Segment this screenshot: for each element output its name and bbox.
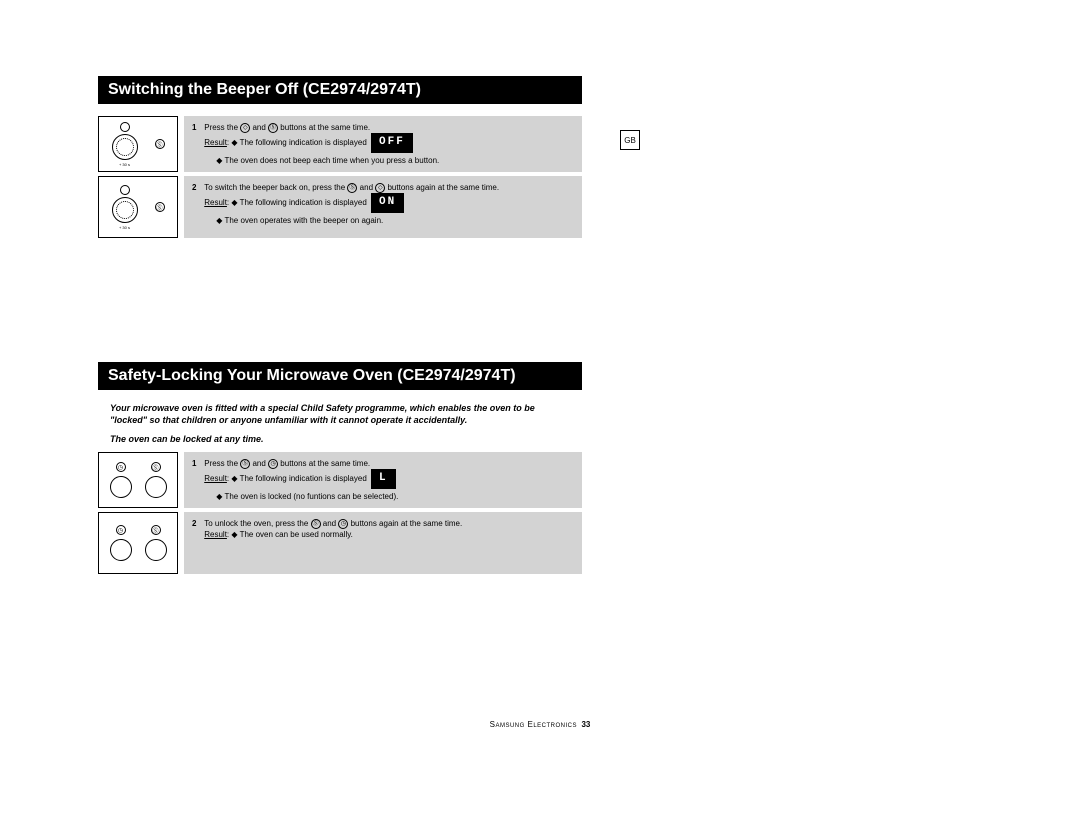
step-bullet: ◆ The oven operates with the beeper on a… — [204, 215, 572, 226]
section2-title: Safety-Locking Your Microwave Oven (CE29… — [98, 362, 582, 390]
dial-label: + 30 s — [119, 225, 130, 230]
manual-page: Switching the Beeper Off (CE2974/2974T) … — [98, 76, 582, 578]
button-icon — [145, 539, 167, 561]
diamond-icon: ◇ — [240, 123, 250, 133]
button-icon — [110, 476, 132, 498]
step-text-box: 1 Press the ◇ and Ⓢ buttons at the same … — [184, 116, 582, 172]
control-panel-illustration: + 30 s Ⓢ — [98, 116, 178, 172]
section1-step1: + 30 s Ⓢ 1 Press the ◇ and Ⓢ buttons at … — [98, 116, 582, 172]
step-bullet: ◆ The oven does not beep each time when … — [204, 155, 572, 166]
step-text: buttons again at the same time. — [351, 519, 463, 528]
diamond-icon: ◇ — [375, 183, 385, 193]
footer-brand: Samsung Electronics — [490, 720, 577, 729]
step-text: and — [323, 519, 339, 528]
result-label: Result — [204, 474, 227, 483]
diamond-icon — [120, 122, 130, 132]
step-number: 1 — [192, 122, 202, 133]
step-number: 2 — [192, 182, 202, 193]
result-text: : ◆ The following indication is displaye… — [227, 474, 367, 483]
step-text: To switch the beeper back on, press the — [204, 183, 347, 192]
stop-icon: Ⓢ — [347, 183, 357, 193]
result-label: Result — [204, 198, 227, 207]
step-number: 1 — [192, 458, 202, 469]
stop-icon: Ⓢ — [311, 519, 321, 529]
stop-icon: Ⓢ — [151, 462, 161, 472]
section2-step2: ◷ Ⓢ 2 To unlock the oven, press the Ⓢ an… — [98, 512, 582, 574]
region-badge: GB — [620, 130, 640, 150]
dial-label: + 30 s — [119, 162, 130, 167]
diamond-icon — [120, 185, 130, 195]
step-number: 2 — [192, 518, 202, 529]
stop-icon: Ⓢ — [155, 139, 165, 149]
step-bullet: ◆ The oven is locked (no funtions can be… — [204, 491, 572, 502]
stop-icon: Ⓢ — [268, 123, 278, 133]
clock-icon: ◷ — [116, 462, 126, 472]
control-panel-illustration: + 30 s Ⓢ — [98, 176, 178, 238]
step-text: To unlock the oven, press the — [204, 519, 310, 528]
result-label: Result — [204, 138, 227, 147]
step-text-box: 2 To unlock the oven, press the Ⓢ and ◷ … — [184, 512, 582, 574]
section1-step2: + 30 s Ⓢ 2 To switch the beeper back on,… — [98, 176, 582, 238]
page-footer: Samsung Electronics 33 — [0, 720, 1080, 729]
step-text: and — [360, 183, 376, 192]
display-indicator: L — [371, 469, 396, 488]
step-text: buttons at the same time. — [280, 459, 370, 468]
step-text: Press the — [204, 459, 240, 468]
section1-title: Switching the Beeper Off (CE2974/2974T) — [98, 76, 582, 104]
step-text: buttons at the same time. — [280, 123, 370, 132]
step-text: Press the — [204, 123, 240, 132]
step-text-box: 2 To switch the beeper back on, press th… — [184, 176, 582, 238]
step-text-box: 1 Press the Ⓢ and ◷ buttons at the same … — [184, 452, 582, 508]
footer-page-number: 33 — [581, 720, 590, 729]
step-text: and — [252, 459, 268, 468]
stop-icon: Ⓢ — [240, 459, 250, 469]
section2-subintro: The oven can be locked at any time. — [98, 434, 582, 444]
control-panel-illustration: ◷ Ⓢ — [98, 512, 178, 574]
dial-icon — [112, 197, 138, 223]
stop-icon: Ⓢ — [155, 202, 165, 212]
result-text: : ◆ The following indication is displaye… — [227, 138, 367, 147]
section2-step1: ◷ Ⓢ 1 Press the Ⓢ and ◷ buttons at the s… — [98, 452, 582, 508]
result-label: Result — [204, 530, 227, 539]
display-indicator: OFF — [371, 133, 413, 152]
result-text: : ◆ The oven can be used normally. — [227, 530, 353, 539]
section2-intro: Your microwave oven is fitted with a spe… — [98, 402, 582, 426]
control-panel-illustration: ◷ Ⓢ — [98, 452, 178, 508]
step-text: buttons again at the same time. — [387, 183, 499, 192]
clock-icon: ◷ — [338, 519, 348, 529]
display-indicator: ON — [371, 193, 404, 212]
clock-icon: ◷ — [268, 459, 278, 469]
button-icon — [145, 476, 167, 498]
clock-icon: ◷ — [116, 525, 126, 535]
dial-icon — [112, 134, 138, 160]
result-text: : ◆ The following indication is displaye… — [227, 198, 367, 207]
step-text: and — [252, 123, 268, 132]
stop-icon: Ⓢ — [151, 525, 161, 535]
button-icon — [110, 539, 132, 561]
